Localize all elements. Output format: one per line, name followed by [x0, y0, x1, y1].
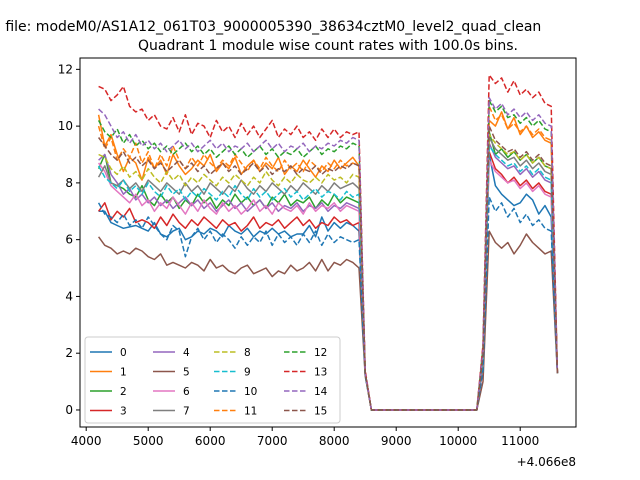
- series-layer: [97, 74, 559, 411]
- legend-entry-5: 5: [153, 367, 190, 379]
- legend-label: 0: [120, 347, 127, 359]
- legend-label: 4: [183, 347, 190, 359]
- legend-label: 15: [314, 406, 327, 418]
- legend-entry-2: 2: [90, 386, 127, 398]
- series-line-10: [97, 196, 559, 411]
- axis-ticks: 4000 5000 6000 7000 8000 9000 10000 11000 0 2 4 6 8 1…: [58, 62, 540, 448]
- legend-entry-0: 0: [90, 347, 127, 359]
- legend-label: 12: [314, 347, 327, 359]
- x-tick-label: 9000: [381, 434, 412, 448]
- series-line-5: [97, 230, 559, 411]
- legend-entry-11: 11: [214, 406, 257, 418]
- y-tick-label: 0: [65, 403, 73, 417]
- x-tick-label: 5000: [133, 434, 164, 448]
- legend-label: 8: [244, 347, 251, 359]
- legend-entry-12: 12: [284, 347, 327, 359]
- legend-label: 10: [244, 386, 257, 398]
- legend-entry-6: 6: [153, 386, 190, 398]
- legend-entry-8: 8: [214, 347, 251, 359]
- legend-label: 1: [120, 367, 127, 379]
- legend-entry-3: 3: [90, 406, 127, 418]
- legend-entry-14: 14: [284, 386, 328, 398]
- legend-entry-10: 10: [214, 386, 257, 398]
- y-tick-label: 2: [65, 346, 73, 360]
- legend-entry-13: 13: [284, 367, 327, 379]
- x-tick-label: 4000: [71, 434, 102, 448]
- legend-label: 9: [244, 367, 251, 379]
- legend-entry-4: 4: [153, 347, 190, 359]
- legend-label: 7: [183, 406, 190, 418]
- axes-frame: [79, 57, 577, 428]
- x-tick-label: 10000: [439, 434, 477, 448]
- x-tick-label: 6000: [195, 434, 226, 448]
- y-tick-label: 12: [58, 62, 73, 76]
- legend-entry-7: 7: [153, 406, 190, 418]
- legend-label: 14: [314, 386, 328, 398]
- x-tick-label: 7000: [257, 434, 288, 448]
- chart-title: Quadrant 1 module wise count rates with …: [138, 38, 518, 54]
- legend-label: 2: [120, 386, 127, 398]
- series-line-15: [97, 125, 559, 411]
- legend-label: 3: [120, 406, 127, 418]
- legend-label: 6: [183, 386, 190, 398]
- x-tick-label: 11000: [501, 434, 539, 448]
- legend-label: 11: [244, 406, 257, 418]
- x-tick-label: 8000: [319, 434, 350, 448]
- y-tick-label: 10: [58, 119, 73, 133]
- x-offset-label: +4.066e8: [517, 455, 576, 469]
- legend-label: 5: [183, 367, 190, 379]
- legend-entry-15: 15: [284, 406, 327, 418]
- legend-entry-9: 9: [214, 367, 251, 379]
- y-tick-label: 8: [65, 176, 73, 190]
- y-tick-label: 4: [65, 289, 73, 303]
- y-tick-label: 6: [65, 233, 73, 247]
- figure-suptitle: n file: modeM0/AS1A12_061T03_9000005390_…: [0, 19, 541, 35]
- series-line-11: [97, 105, 559, 411]
- legend-label: 13: [314, 367, 327, 379]
- legend-frame: [84, 336, 341, 424]
- legend-entry-1: 1: [90, 367, 127, 379]
